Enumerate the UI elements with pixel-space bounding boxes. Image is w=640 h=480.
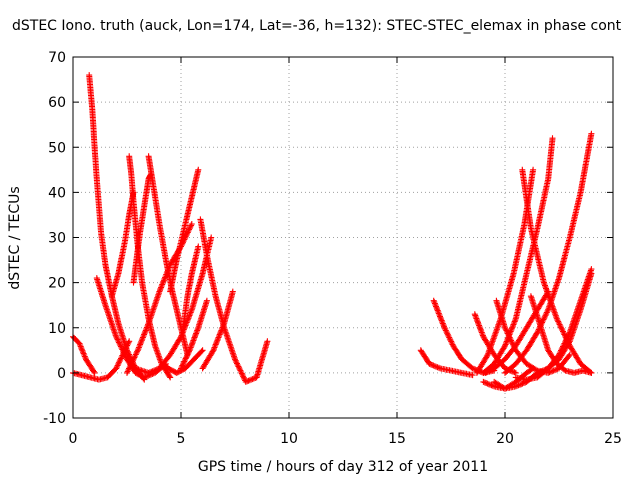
x-axis: 0 5 10 15 20 25 — [69, 57, 622, 447]
satellite-track — [417, 347, 476, 379]
satellite-track — [130, 171, 154, 286]
plus-markers — [197, 216, 271, 385]
y-tick-label: 70 — [48, 50, 66, 66]
y-tick-label: 40 — [48, 185, 66, 201]
plus-markers — [417, 347, 476, 379]
plus-markers — [473, 166, 537, 376]
x-tick-label: 15 — [388, 431, 406, 447]
plus-markers — [430, 297, 498, 376]
y-tick-label: 0 — [57, 366, 66, 382]
plus-markers — [160, 347, 206, 376]
y-tick-label: 20 — [48, 276, 66, 292]
plus-markers — [124, 221, 195, 376]
satellite-track — [160, 347, 206, 376]
x-axis-label: GPS time / hours of day 312 of year 2011 — [198, 459, 488, 475]
satellite-track — [527, 293, 595, 376]
satellite-track — [178, 297, 210, 372]
plus-markers — [527, 293, 595, 376]
satellite-track — [124, 221, 195, 376]
x-tick-label: 25 — [604, 431, 622, 447]
x-tick-label: 20 — [496, 431, 514, 447]
plus-markers — [86, 72, 148, 383]
plus-markers — [167, 166, 202, 295]
x-tick-label: 5 — [177, 431, 186, 447]
y-axis: -10 0 10 20 30 40 50 60 70 — [43, 50, 613, 427]
satellite-track — [430, 297, 498, 376]
plus-markers — [70, 333, 98, 376]
plus-markers — [180, 243, 202, 331]
satellite-track — [519, 166, 595, 376]
plus-markers — [130, 171, 154, 286]
satellite-track — [70, 333, 98, 376]
satellite-track — [180, 243, 202, 331]
plus-markers — [519, 166, 595, 376]
satellite-track — [199, 288, 236, 372]
y-tick-label: 10 — [48, 321, 66, 337]
chart-title: dSTEC Iono. truth (auck, Lon=174, Lat=-3… — [12, 18, 622, 34]
satellite-track — [473, 166, 537, 376]
satellite-track — [197, 216, 271, 385]
plus-markers — [178, 297, 210, 372]
y-tick-label: 30 — [48, 231, 66, 247]
x-tick-label: 0 — [69, 431, 78, 447]
satellite-track — [86, 72, 148, 383]
y-tick-label: -10 — [43, 411, 66, 427]
satellite-track — [167, 166, 202, 295]
y-tick-label: 50 — [48, 140, 66, 156]
data-series — [70, 72, 595, 392]
x-tick-label: 10 — [280, 431, 298, 447]
y-tick-label: 60 — [48, 95, 66, 111]
plus-markers — [199, 288, 236, 372]
y-axis-label: dSTEC / TECUs — [7, 186, 23, 289]
